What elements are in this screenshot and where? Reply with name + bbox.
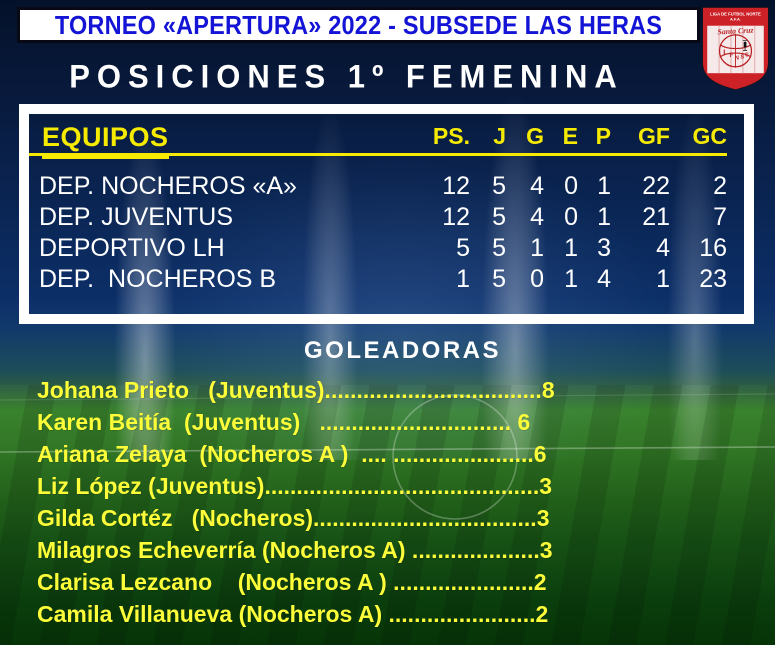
- svg-text:F: F: [729, 52, 733, 59]
- svg-text:C: C: [745, 52, 749, 58]
- svg-text:L: L: [723, 47, 728, 56]
- svg-text:S: S: [741, 55, 745, 61]
- svg-text:A.F.A.: A.F.A.: [730, 17, 741, 22]
- svg-text:N: N: [735, 55, 739, 61]
